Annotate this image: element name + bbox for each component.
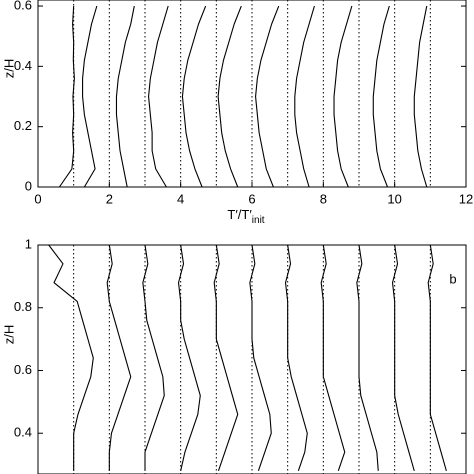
profile-line [213, 244, 239, 472]
x-tick-label: 6 [248, 191, 255, 206]
profile-line [217, 5, 242, 188]
x-tick-label: 0 [34, 191, 41, 206]
x-tick-label: 8 [320, 191, 327, 206]
y-tick-label: 1 [25, 236, 32, 251]
profile-line [106, 244, 132, 471]
profile-line [333, 5, 353, 188]
axes-frame [37, 244, 467, 474]
y-tick-label: 0.4 [14, 425, 32, 440]
profile-line [372, 5, 390, 188]
profile-line [142, 244, 165, 471]
y-tick-label: 0.6 [14, 362, 32, 377]
profile-line [58, 5, 75, 188]
x-axis-label-main: T′/T′ [227, 207, 252, 222]
profile-line [249, 244, 272, 472]
x-axis-label-subscript: init [252, 215, 265, 226]
profile-line [115, 5, 135, 188]
profile-line [391, 244, 415, 472]
profile-line [177, 244, 201, 471]
profile-line [148, 5, 169, 188]
y-tick-label: 0.4 [14, 58, 32, 73]
y-tick-label: 0.6 [14, 0, 32, 12]
profile-line [284, 244, 308, 472]
profile-line [48, 244, 94, 471]
profile-line [413, 5, 428, 188]
x-axis-label: T′/T′init [227, 207, 264, 225]
y-axis-label: z/H [1, 59, 16, 79]
profile-line [356, 244, 379, 471]
profile-line [294, 5, 315, 188]
profile-line [427, 244, 447, 472]
x-tick-label: 10 [387, 191, 401, 206]
y-tick-label: 0.2 [14, 118, 32, 133]
x-tick-label: 2 [106, 191, 113, 206]
y-tick-label: 0.8 [14, 299, 32, 314]
profile-line [82, 5, 98, 188]
y-axis-label: z/H [1, 325, 16, 345]
x-tick-label: 4 [177, 191, 184, 206]
panel-label: b [449, 271, 456, 286]
profile-line [255, 5, 280, 188]
y-tick-label: 0 [25, 178, 32, 193]
profile-line [181, 5, 207, 188]
x-tick-label: 12 [459, 191, 473, 206]
profile-line [320, 244, 346, 472]
